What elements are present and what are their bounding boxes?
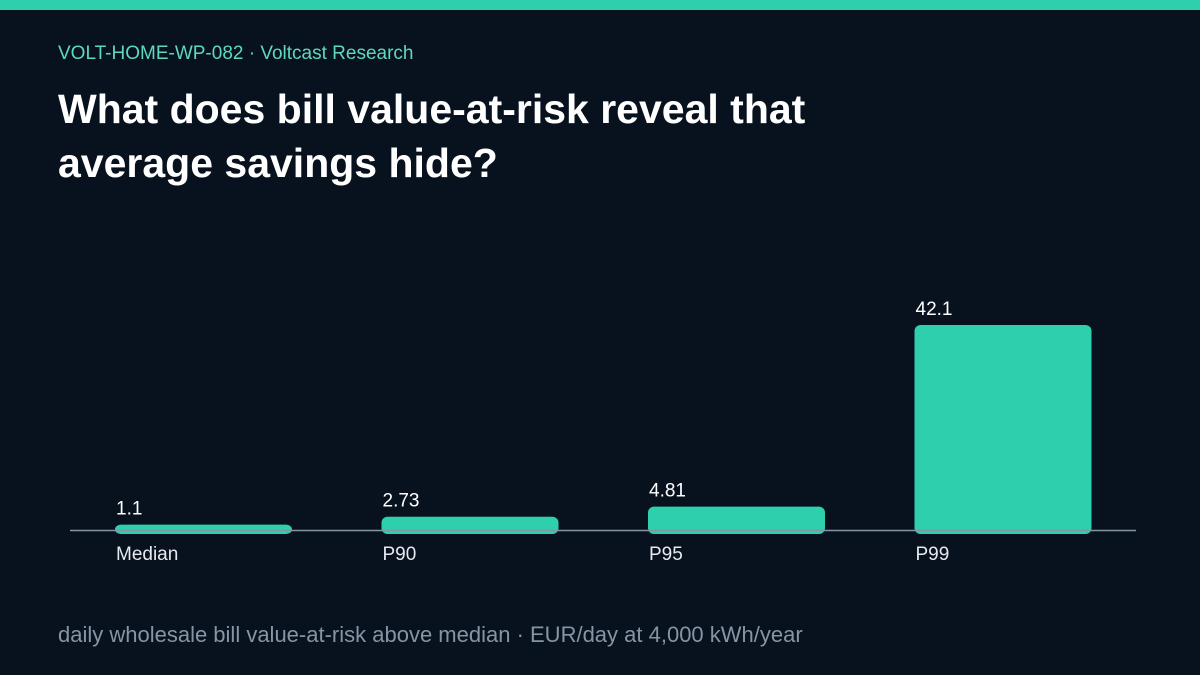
value-label-p99: 42.1 [916, 299, 953, 320]
report-kicker: VOLT-HOME-WP-082 · Voltcast Research [58, 43, 414, 64]
value-label-p95: 4.81 [649, 481, 686, 502]
category-label-p99: P99 [916, 544, 950, 565]
category-label-p95: P95 [649, 544, 683, 565]
category-label-median: Median [116, 544, 178, 565]
chart-title: What does bill value-at-risk reveal that… [58, 86, 806, 186]
bar-p90 [381, 516, 559, 534]
category-label-p90: P90 [383, 544, 417, 565]
value-label-median: 1.1 [116, 499, 142, 520]
top-accent-bar [0, 0, 1200, 10]
chart-footnote: daily wholesale bill value-at-risk above… [58, 622, 803, 647]
bar-p99 [914, 325, 1092, 534]
value-label-p90: 2.73 [383, 491, 420, 512]
bar-p95 [648, 506, 825, 534]
bar-median [115, 524, 292, 534]
